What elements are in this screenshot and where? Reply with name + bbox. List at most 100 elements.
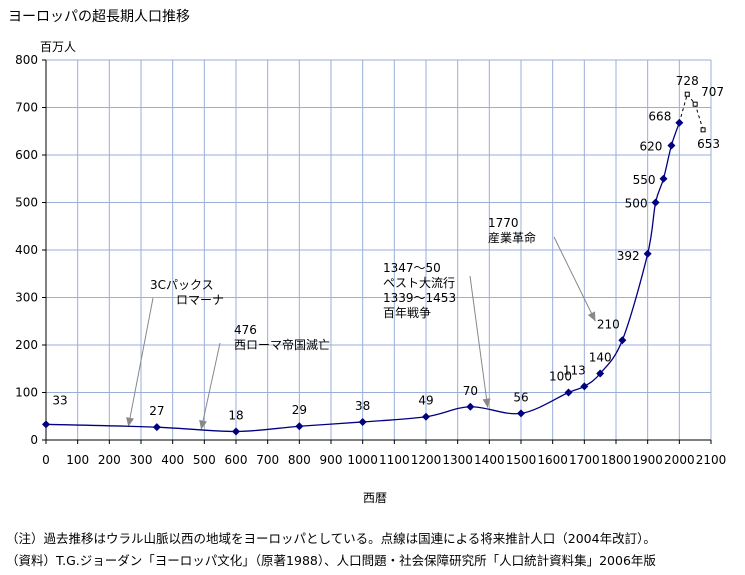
y-tick-label: 800	[15, 53, 38, 67]
x-tick-label: 2100	[696, 453, 727, 467]
data-point	[517, 409, 525, 418]
data-point	[643, 249, 652, 258]
annotation-text: ロマーナ	[176, 293, 224, 307]
annotation-text: 1339～1453	[383, 291, 456, 305]
grid-lines	[46, 59, 712, 440]
x-tick-label: 0	[42, 453, 50, 467]
x-tick-label: 2000	[664, 453, 695, 467]
annotation-arrow-head	[482, 398, 491, 408]
data-point	[659, 174, 668, 183]
data-label: 113	[563, 363, 586, 377]
y-tick-label: 200	[15, 338, 38, 352]
x-tick-label: 800	[288, 453, 311, 467]
data-point	[232, 427, 240, 436]
data-point	[564, 388, 573, 397]
data-point	[675, 118, 684, 127]
annotation-arrow-head	[199, 419, 207, 430]
x-axis-label: 西暦	[363, 491, 388, 505]
projection-point	[684, 91, 690, 97]
data-label: 210	[597, 317, 620, 331]
annotation-arrows	[126, 236, 596, 430]
data-label: 70	[463, 384, 478, 398]
annotation-text: 1770	[488, 216, 519, 230]
data-label: 33	[52, 393, 67, 407]
data-label: 27	[149, 404, 164, 418]
annotation-text: 百年戦争	[383, 306, 431, 320]
annotation-text: 1347～50	[383, 261, 441, 275]
data-point	[667, 141, 676, 150]
y-tick-label: 600	[15, 148, 38, 162]
x-tick-label: 1300	[442, 453, 473, 467]
population-line-chart: 0 100 200 300 400 500 600 700 800 0 100 200 300 400 50…	[15, 53, 726, 467]
projection-point	[700, 127, 706, 133]
data-label: 38	[355, 399, 370, 413]
y-tick-label: 300	[15, 291, 38, 305]
data-label: 49	[418, 394, 433, 408]
x-tick-label: 600	[225, 453, 248, 467]
y-axis-unit-label: 百万人	[40, 40, 77, 54]
data-label: 620	[640, 140, 663, 154]
x-tick-label: 1800	[601, 453, 632, 467]
annotation-text: 産業革命	[488, 230, 536, 245]
y-tick-label: 0	[30, 433, 38, 447]
data-label: 668	[648, 110, 671, 124]
x-tick-label: 100	[66, 453, 89, 467]
y-tick-label: 400	[15, 243, 38, 257]
annotation-text: 3Cパックス	[150, 278, 214, 292]
annotation-text: ペスト大流行	[383, 276, 455, 290]
data-point	[580, 382, 589, 391]
x-tick-label: 1200	[411, 453, 442, 467]
data-point	[295, 422, 304, 431]
data-point	[618, 336, 627, 345]
y-tick-label: 500	[15, 196, 38, 210]
data-label: 100	[549, 370, 572, 384]
annotation-arrow-line	[200, 342, 221, 430]
x-tick-label: 1500	[506, 453, 537, 467]
annotation-arrow-line	[553, 236, 596, 322]
x-tick-label: 200	[98, 453, 121, 467]
footnote-source: （資料）T.G.ジョーダン「ヨーロッパ文化」（原著1988）、人口問題・社会保障…	[6, 553, 656, 568]
x-tick-label: 700	[256, 453, 279, 467]
data-label: 18	[228, 408, 243, 422]
data-label: 728	[676, 74, 699, 88]
data-point	[651, 198, 660, 207]
x-tick-label: 1000	[347, 453, 378, 467]
footnote-note: （注）過去推移はウラル山脈以西の地域をヨーロッパとしている。点線は国連による将来…	[6, 531, 656, 546]
x-tick-label: 1700	[569, 453, 600, 467]
projection-point	[692, 101, 698, 107]
x-tick-label: 900	[320, 453, 343, 467]
data-points	[42, 91, 706, 436]
x-tick-label: 1600	[537, 453, 568, 467]
annotation-arrow-head	[126, 417, 134, 427]
y-tick-label: 100	[15, 386, 38, 400]
y-tick-label: 700	[15, 101, 38, 115]
data-point	[596, 369, 605, 378]
data-point	[422, 412, 430, 421]
annotation-text: 476	[234, 323, 257, 337]
x-tick-label: 500	[193, 453, 216, 467]
chart-title: ヨーロッパの超長期人口推移	[8, 9, 190, 25]
data-label: 707	[701, 85, 724, 99]
data-point	[358, 417, 367, 426]
data-label: 392	[617, 249, 640, 263]
data-point	[466, 402, 475, 411]
data-point	[152, 423, 161, 432]
data-label: 500	[625, 197, 648, 211]
x-tick-label: 300	[130, 453, 153, 467]
series-line-projection	[678, 93, 704, 130]
x-tick-label: 1400	[474, 453, 505, 467]
tick-labels: 0 100 200 300 400 500 600 700 800 0 100 200 300 400 50…	[15, 53, 726, 467]
annotation-arrow-line	[469, 275, 489, 408]
x-tick-label: 1100	[379, 453, 410, 467]
data-label: 550	[633, 173, 656, 187]
annotation-arrow-line	[127, 297, 154, 427]
data-point	[42, 420, 50, 429]
series-lines	[45, 93, 704, 433]
data-label: 29	[292, 403, 307, 417]
data-label: 56	[513, 390, 528, 404]
annotation-arrow-head	[587, 311, 596, 322]
x-tick-label: 1900	[632, 453, 663, 467]
axes	[42, 59, 712, 444]
